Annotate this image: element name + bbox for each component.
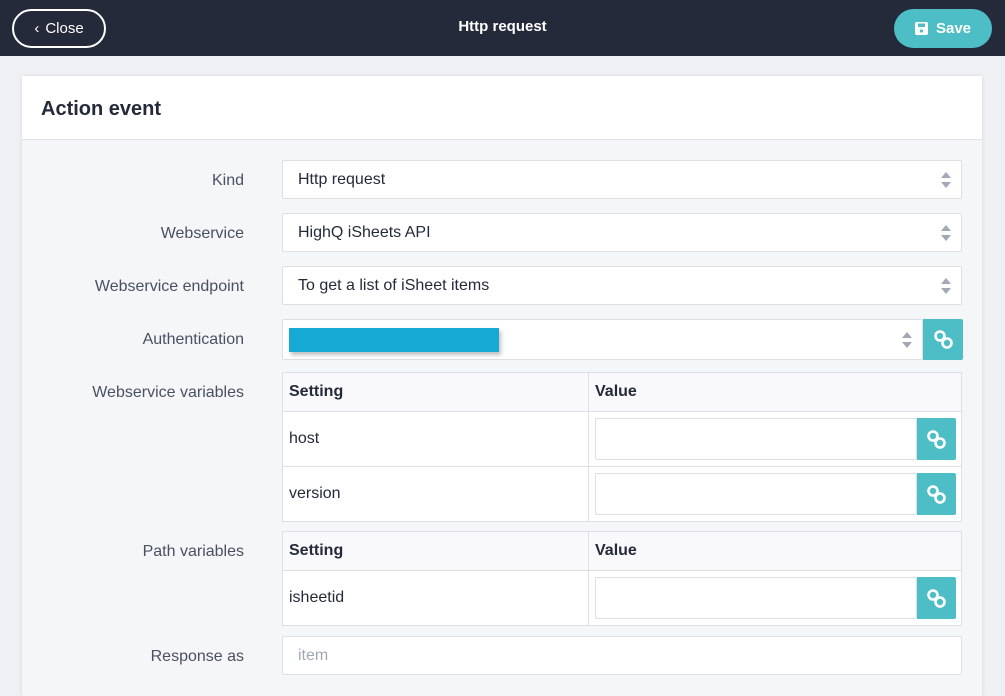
setting-cell: isheetid [283,571,589,625]
card-title: Action event [22,76,982,140]
column-header-value: Value [595,383,637,400]
response-as-input[interactable]: item [282,636,962,675]
link-button[interactable] [917,418,956,460]
authentication-label: Authentication [142,331,244,348]
close-button[interactable]: ‹ Close [12,9,106,48]
webservice-label: Webservice [160,225,244,242]
save-button[interactable]: Save [894,9,992,48]
column-header-setting: Setting [283,373,589,411]
path-variables-label: Path variables [142,543,244,560]
floppy-disk-icon [914,22,928,35]
table-row: version [283,466,961,521]
webservice-select[interactable]: HighQ iSheets API [282,213,962,252]
host-value-input[interactable] [595,418,917,460]
column-header-setting: Setting [283,532,589,570]
select-arrows-icon [941,172,951,188]
endpoint-select[interactable]: To get a list of iSheet items [282,266,962,305]
table-row: host [283,411,961,466]
path-variables-table: Setting Value isheetid [282,531,962,626]
authentication-link-button[interactable] [923,319,963,360]
link-icon [927,588,946,608]
setting-cell: host [283,412,589,466]
action-event-card: Action event Kind Http request Webservic… [22,76,982,696]
webservice-variables-table: Setting Value host version [282,372,962,522]
endpoint-label: Webservice endpoint [94,278,244,295]
page-title: Http request [458,18,547,35]
redacted-value [289,328,499,352]
version-value-input[interactable] [595,473,917,515]
column-header-value: Value [595,542,637,559]
webservice-variables-label: Webservice variables [92,384,244,401]
link-icon [933,330,953,349]
response-as-label: Response as [150,648,244,665]
select-arrows-icon [902,332,912,348]
link-icon [927,484,946,504]
authentication-select[interactable] [282,319,923,360]
kind-label: Kind [211,172,244,189]
table-row: isheetid [283,570,961,625]
top-bar: ‹ Close Http request Save [0,0,1005,56]
setting-cell: version [283,467,589,521]
chevron-left-icon: ‹ [34,20,40,37]
link-icon [927,429,946,449]
link-button[interactable] [917,473,956,515]
select-arrows-icon [941,278,951,294]
link-button[interactable] [917,577,956,619]
select-arrows-icon [941,225,951,241]
isheetid-value-input[interactable] [595,577,917,619]
kind-select[interactable]: Http request [282,160,962,199]
